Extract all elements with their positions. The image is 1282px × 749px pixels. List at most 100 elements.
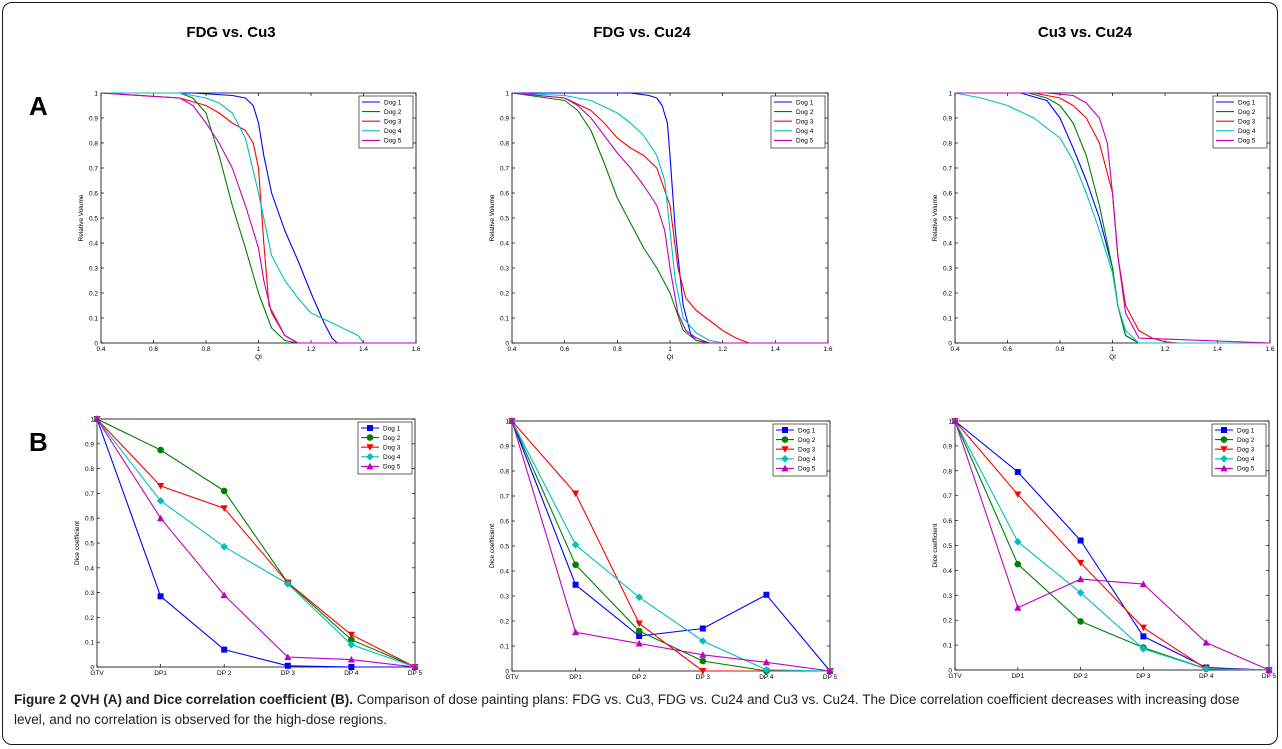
chart-5-ytick-label: 0.3 — [500, 594, 509, 601]
chart-2-ytick-label: 0.3 — [500, 266, 509, 273]
chart-6-ytick-label: 0.9 — [943, 443, 952, 450]
chart-6-legend-marker — [1220, 446, 1228, 453]
chart-6-xtick-label: DP 3 — [1136, 673, 1151, 680]
chart-4-series-dog-2-line — [96, 418, 416, 668]
chart-2-xtick-label: 0.4 — [507, 346, 516, 353]
chart-1-series-dog-4-line — [101, 92, 416, 344]
chart-5-series-dog-3-point — [572, 490, 580, 498]
chart-6-legend-label: Dog 4 — [1237, 456, 1255, 463]
chart-5-ytick-label: 0.8 — [500, 469, 509, 476]
chart-1-xtick-label: 1 — [257, 346, 261, 353]
chart-4-series-dog-4-point — [284, 580, 292, 588]
chart-4-series-dog-1-point — [221, 646, 228, 653]
chart-6-ytick-label: 1 — [948, 419, 952, 426]
row-label-b: B — [29, 427, 48, 457]
chart-2-ytick-label: 0.5 — [500, 216, 509, 223]
chart-4-series-dog-3-point — [347, 631, 355, 639]
chart-6-legend-marker — [1220, 436, 1228, 443]
chart-3-ytick-label: 1 — [948, 91, 952, 98]
chart-6-ylabel: Dice coefficient — [932, 523, 939, 567]
column-title-fdg-cu3: FDG vs. Cu3 — [186, 24, 276, 41]
chart-6-series-dog-4-point — [1202, 664, 1210, 673]
chart-2-ytick-label: 0.1 — [500, 316, 509, 323]
chart-2-xtick-label: 1 — [668, 346, 672, 353]
chart-1-ytick-label: 0.4 — [89, 241, 98, 248]
chart-4-legend-marker — [366, 434, 374, 441]
chart-4-xtick-label: DP 3 — [281, 670, 296, 677]
chart-6-series-dog-1-point — [1077, 537, 1084, 544]
chart-5-series-dog-5-point — [762, 658, 770, 666]
chart-4-ytick-label: 0.1 — [85, 640, 94, 647]
chart-1-xtick-label: 0.4 — [96, 346, 105, 353]
chart-4-series-dog-5-point — [157, 514, 165, 522]
chart-4-series-dog-5-point — [411, 663, 419, 670]
chart-2-ytick-label: 0.4 — [500, 241, 509, 248]
chart-3-xtick-label: 1.2 — [1160, 346, 1169, 353]
chart-4-series-dog-5-point — [93, 415, 101, 422]
chart-2-ytick-label: 0.2 — [500, 291, 509, 298]
chart-5-series-dog-5-point — [572, 628, 580, 636]
chart-4-legend-label: Dog 3 — [383, 445, 401, 452]
chart-5-series-dog-4-point — [635, 593, 643, 602]
chart-1-legend-label: Dog 4 — [384, 128, 402, 135]
chart-5-legend-label: Dog 2 — [798, 437, 816, 444]
chart-4-legend-label: Dog 2 — [383, 435, 401, 442]
chart-3-ytick-label: 0.2 — [943, 291, 952, 298]
chart-5-series-dog-1-point — [636, 633, 643, 639]
chart-1-ytick-label: 0.7 — [89, 166, 98, 173]
chart-6-series-dog-2-point — [1077, 618, 1084, 625]
chart-5-legend-marker — [781, 455, 789, 463]
chart-1-legend — [358, 95, 414, 149]
chart-4-series-dog-3-line — [96, 418, 416, 668]
chart-1-ytick-label: 0 — [94, 341, 98, 348]
column-title-cu3-cu24: Cu3 vs. Cu24 — [1037, 24, 1133, 41]
chart-2-xtick-label: 0.6 — [560, 346, 569, 353]
chart-6-legend-label: Dog 3 — [1237, 447, 1255, 454]
chart-6-ytick-label: 0.1 — [943, 643, 952, 650]
chart-4-ytick-label: 0.8 — [85, 466, 94, 473]
chart-3-legend-label: Dog 5 — [1238, 138, 1256, 145]
chart-3-series-dog-4-line — [954, 92, 1270, 344]
chart-5-ytick-label: 0.9 — [500, 444, 509, 451]
chart-2-xtick-label: 1.6 — [823, 346, 832, 353]
chart-5-ytick-label: 0 — [505, 669, 509, 676]
chart-6-xtick-label: DP 2 — [1073, 673, 1088, 680]
chart-3-ylabel: Relative Volume — [932, 194, 939, 241]
chart-5-legend-marker — [781, 436, 789, 443]
chart-4-xtick-label: DP1 — [154, 670, 167, 677]
chart-6-series-dog-5-line — [954, 420, 1270, 671]
chart-3-legend-label: Dog 1 — [1238, 99, 1256, 106]
chart-6-legend-label: Dog 1 — [1237, 427, 1255, 434]
chart-6-legend-marker — [1221, 427, 1227, 433]
chart-6-xtick-label: DP 5 — [1262, 673, 1277, 680]
chart-3-ytick-label: 0.1 — [943, 316, 952, 323]
plots-canvas: 0 0.1 0.2 0.3 0.4 0.5 0.6 0.7 0.8 0.9 1 0.4 0.6 0.8 1 1… — [74, 91, 1277, 682]
chart-6-ytick-label: 0.2 — [943, 618, 952, 625]
chart-4-series-dog-5-line — [96, 418, 416, 668]
figure-caption: Figure 2 QVH (A) and Dice correlation co… — [14, 690, 1264, 730]
chart-5-xtick-label: DP 5 — [823, 674, 838, 681]
chart-5-legend-label: Dog 3 — [798, 447, 816, 454]
chart-5-series-dog-3-point — [699, 668, 707, 675]
chart-4-legend-label: Dog 5 — [383, 464, 401, 471]
chart-3-legend-label: Dog 3 — [1238, 119, 1256, 126]
chart-4-series-dog-4-point — [156, 497, 165, 505]
chart-2-xlabel: QI — [667, 354, 674, 361]
chart-3-xlabel: QI — [1109, 354, 1116, 361]
chart-2-series-dog-3-line — [511, 92, 828, 344]
chart-5-legend-label: Dog 4 — [798, 456, 816, 463]
chart-3-ytick-label: 0.5 — [943, 216, 952, 223]
chart-1-xtick-label: 1.4 — [359, 346, 368, 353]
chart-4-series-dog-5-point — [220, 591, 228, 599]
chart-4-series-dog-1-point — [157, 593, 164, 600]
chart-4-series-dog-2-point — [348, 636, 355, 644]
chart-5-series-dog-5-point — [635, 639, 643, 647]
chart-4-ytick-label: 0.9 — [85, 441, 94, 448]
chart-1-ytick-label: 0.5 — [89, 216, 98, 223]
chart-6-series-dog-5-point — [1139, 580, 1147, 588]
chart-5-series-dog-1-point — [699, 625, 706, 632]
chart-2-legend-label: Dog 3 — [796, 119, 814, 126]
chart-5-ytick-label: 1 — [505, 419, 509, 426]
chart-4-series-dog-1-line — [96, 418, 415, 668]
